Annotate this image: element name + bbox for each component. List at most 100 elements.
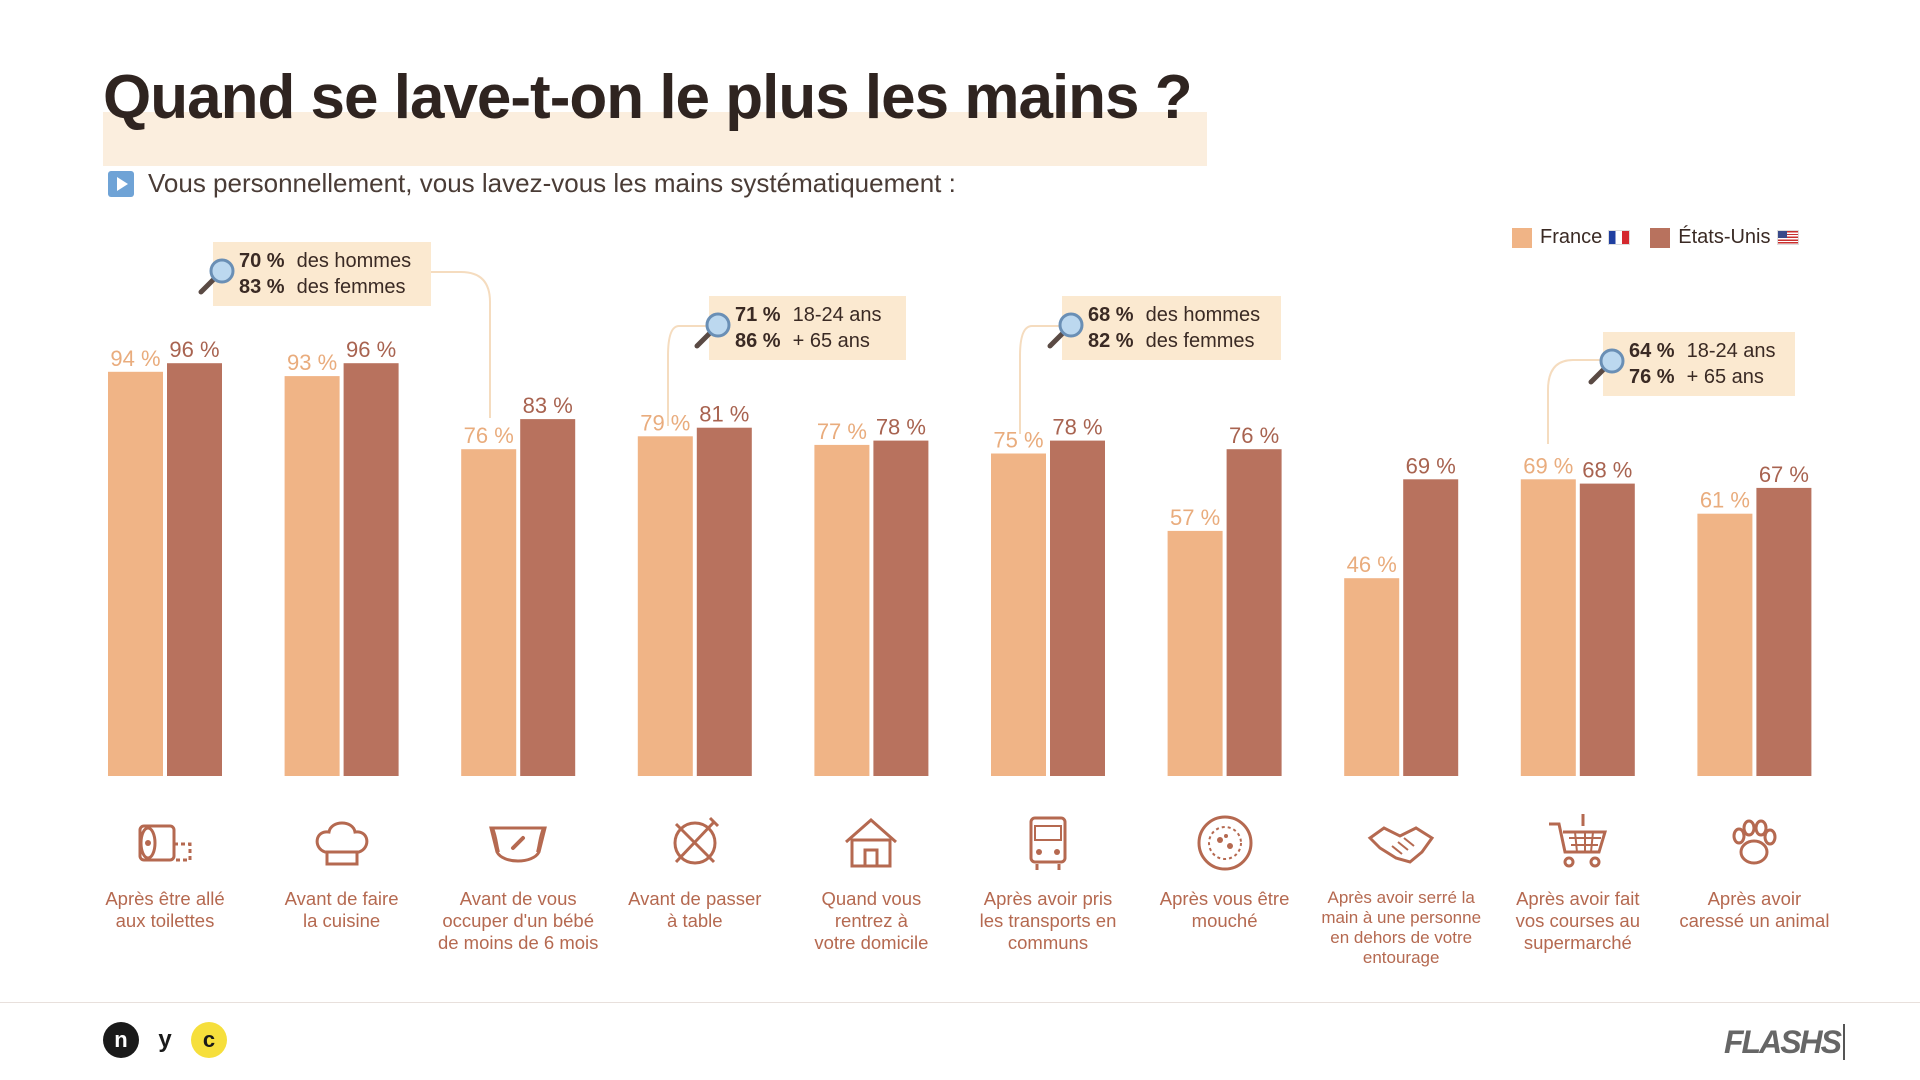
footer-divider [0, 1002, 1920, 1003]
title-highlight [103, 112, 1207, 166]
category-label-line: occuper d'un bébé [442, 910, 595, 931]
callout-text: des femmes [1145, 329, 1255, 352]
category-label-line: Quand vous [821, 888, 922, 909]
bar-france [814, 444, 870, 776]
bar-france [637, 436, 693, 776]
value-label-france: 76 % [464, 423, 514, 448]
callout-value: 68 % [1088, 303, 1134, 326]
value-label-usa: 76 % [1229, 423, 1279, 448]
category-label-line: Avant de passer [628, 888, 762, 909]
value-label-usa: 96 % [169, 337, 219, 362]
bar-usa [696, 427, 752, 776]
category-label-line: Après avoir fait [1516, 888, 1640, 909]
callout-box: 64 % 18-24 ans 76 % + 65 ans [1603, 332, 1795, 396]
value-label-usa: 81 % [699, 402, 749, 427]
bar-france [991, 453, 1046, 776]
value-label-usa: 68 % [1582, 458, 1632, 483]
magnifier-icon [694, 312, 731, 349]
category-label-line: vos courses au [1515, 910, 1641, 931]
callout-text: des hommes [296, 249, 412, 272]
value-label-usa: 67 % [1759, 462, 1809, 487]
category-label-line: en dehors de votre [1330, 928, 1473, 947]
germ-icon [1197, 815, 1253, 871]
magnifier-icon [198, 258, 235, 295]
category-label-line: votre domicile [814, 932, 929, 953]
bar-usa [1579, 483, 1635, 776]
category-label-line: la cuisine [303, 910, 381, 931]
shopping-cart-icon [1548, 814, 1607, 868]
callout-value: 82 % [1088, 329, 1134, 352]
subtitle: Vous personnellement, vous lavez-vous le… [108, 168, 956, 199]
callout-connector [667, 325, 709, 426]
bar-chart: 94 % 96 % 93 % 96 % 76 % 83 % 79 % 81 % 77 % 78 %… [108, 271, 1812, 776]
chart-title: Quand se lave-t-on le plus les mains ? [103, 63, 1193, 132]
category-label: Avant de passer à table [605, 888, 785, 932]
logo-letter-n: n [103, 1022, 139, 1058]
callout-connector [431, 271, 491, 418]
bar-france [461, 449, 517, 776]
callout-text: des femmes [296, 275, 406, 298]
house-icon [845, 818, 898, 868]
bar-usa [343, 363, 399, 776]
callout-value: 71 % [735, 303, 781, 326]
subtitle-text: Vous personnellement, vous lavez-vous le… [148, 168, 956, 198]
callout-text: + 65 ans [1686, 365, 1764, 388]
legend-label-usa: États-Unis [1678, 226, 1771, 248]
value-label-usa: 96 % [346, 337, 396, 362]
category-label: Après avoir fait vos courses au supermarch… [1488, 888, 1668, 954]
category-label-line: supermarché [1523, 932, 1632, 953]
flag-usa-icon [1776, 230, 1799, 245]
callout-value: 76 % [1629, 365, 1675, 388]
legend: France États-Unis [1512, 226, 1819, 249]
category-label-line: à table [667, 910, 723, 931]
callout-text: + 65 ans [792, 329, 870, 352]
callout-value: 70 % [239, 249, 285, 272]
callout-text: 18-24 ans [1686, 339, 1776, 362]
value-label-usa: 78 % [876, 415, 926, 440]
bar-france [1344, 578, 1400, 776]
category-label: Avant de faire la cuisine [252, 888, 432, 932]
category-label-line: Après avoir serré la [1327, 888, 1475, 907]
category-label-line: Après avoir [1707, 888, 1802, 909]
logo-letter-y: y [158, 1026, 172, 1053]
bar-usa [167, 363, 222, 776]
callout-box: 71 % 18-24 ans 86 % + 65 ans [709, 296, 906, 360]
value-label-france: 93 % [287, 350, 337, 375]
category-label: Après avoir serré la main à une personne e… [1311, 888, 1491, 968]
callout-connector [1547, 359, 1603, 444]
paw-icon [1732, 819, 1777, 865]
callout-text: 18-24 ans [792, 303, 882, 326]
value-label-france: 61 % [1700, 488, 1750, 513]
category-label-line: main à une personne [1321, 908, 1482, 927]
plate-cutlery-icon [673, 816, 719, 865]
legend-item-usa: États-Unis [1650, 226, 1799, 249]
bar-usa [1226, 449, 1282, 776]
category-label-line: communs [1007, 932, 1089, 953]
callout-row: 68 % des hommes [1088, 302, 1281, 328]
callout-connector [1019, 325, 1062, 434]
callout-box: 68 % des hommes 82 % des femmes [1062, 296, 1281, 360]
diaper-icon [489, 826, 548, 863]
callout-box: 70 % des hommes 83 % des femmes [213, 242, 431, 306]
callout-row: 76 % + 65 ans [1629, 364, 1795, 390]
legend-label-france: France [1540, 226, 1603, 248]
category-label-line: Après vous être [1159, 888, 1290, 909]
value-label-france: 77 % [817, 419, 867, 444]
bar-usa [1050, 440, 1105, 776]
category-label: Après avoir pris les transports en communs [958, 888, 1138, 954]
chef-hat-icon [315, 821, 368, 866]
category-label: Quand vous rentrez à votre domicile [781, 888, 961, 954]
category-label-line: Avant de faire [284, 888, 399, 909]
handshake-icon [1367, 826, 1435, 864]
value-label-usa: 69 % [1406, 453, 1456, 478]
callout-row: 86 % + 65 ans [735, 328, 906, 354]
category-label-line: les transports en [979, 910, 1117, 931]
category-label-line: Avant de vous [459, 888, 577, 909]
category-label: Après vous être mouché [1135, 888, 1315, 932]
value-label-france: 46 % [1347, 552, 1397, 577]
value-label-france: 94 % [110, 346, 160, 371]
category-label-line: de moins de 6 mois [437, 932, 599, 953]
category-label: Après être allé aux toilettes [75, 888, 255, 932]
bar-france [108, 371, 163, 776]
value-label-usa: 78 % [1052, 415, 1102, 440]
